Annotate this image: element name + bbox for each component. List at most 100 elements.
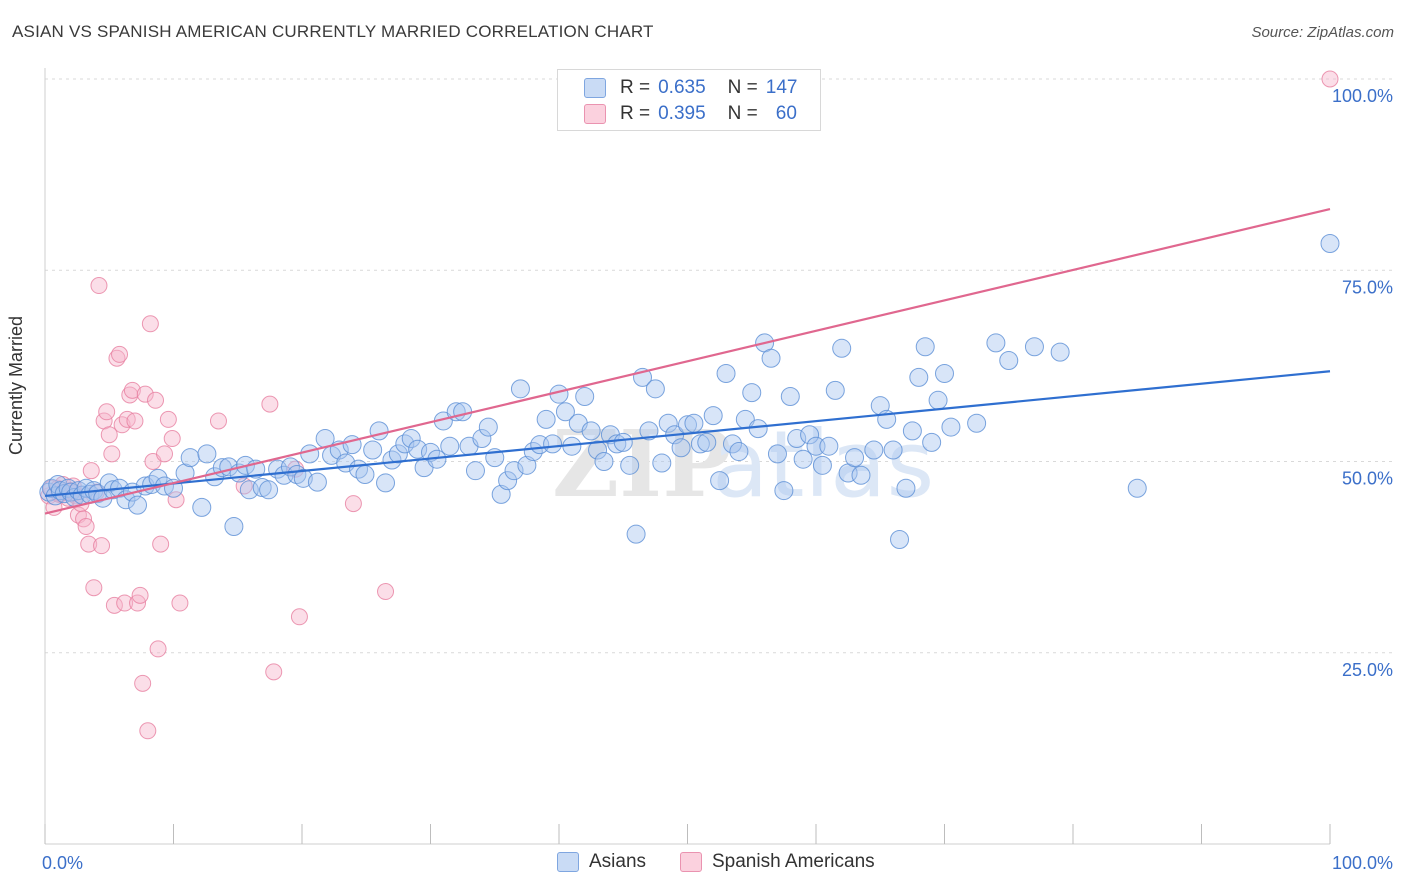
data-point-spanish-americans [123,381,141,399]
data-point-asians [703,406,723,426]
data-point-asians [355,465,375,485]
data-point-spanish-americans [290,608,308,626]
x-tick-label: 100.0% [1332,853,1393,873]
data-point-asians [928,390,948,410]
legend-r-label: R = [620,103,651,124]
data-point-asians [293,468,313,488]
data-point-asians [935,364,954,384]
legend-swatch-asians [584,78,606,98]
data-point-asians [742,383,762,403]
data-point-spanish-americans [139,722,157,740]
data-point-asians [180,448,200,468]
bottom-legend-label-spanish-americans: Spanish Americans [712,851,875,872]
data-point-asians [300,444,320,464]
x-tick-label: 0.0% [42,853,83,873]
data-point-asians [967,413,987,433]
data-point-asians [999,351,1019,371]
data-point-spanish-americans [100,426,118,444]
trend-lines [44,207,1331,515]
data-point-asians [128,495,148,515]
data-point-spanish-americans [147,391,165,409]
data-point-asians [819,436,839,456]
data-point-spanish-americans [159,410,177,428]
data-point-asians [543,434,563,454]
data-point-asians [915,337,935,357]
data-point-spanish-americans [167,491,185,509]
legend-n-value-spanish-americans: 60 [775,103,797,124]
data-point-asians [774,481,794,501]
data-point-asians [761,348,781,368]
y-axis-title: Currently Married [6,315,26,455]
data-point-spanish-americans [149,640,167,658]
data-point-spanish-americans [171,594,189,612]
data-point-asians [581,421,601,441]
data-point-spanish-americans [131,586,149,604]
data-point-asians [555,402,575,422]
data-point-spanish-americans [113,416,131,434]
bottom-legend-label-asians: Asians [589,851,647,872]
data-point-asians [1320,233,1340,253]
data-point-asians [1050,342,1070,362]
data-point-spanish-americans [163,430,181,448]
data-point-asians [652,453,672,473]
axes [44,68,1331,845]
data-point-asians [588,440,608,460]
tick-labels: 25.0% 50.0% 75.0% 100.0% 0.0% 100.0% [42,86,1393,873]
data-point-asians [909,367,929,387]
data-point-asians [620,455,640,475]
data-point-spanish-americans [80,535,98,553]
data-point-spanish-americans [77,518,95,536]
legend-n-value-asians: 147 [765,77,798,98]
data-point-asians [851,465,871,485]
bottom-legend-swatch-asians [557,852,579,872]
data-point-asians [369,421,389,441]
data-point-spanish-americans [82,462,100,480]
data-point-asians [722,434,742,454]
data-point-asians [832,338,852,358]
data-point-asians [812,455,832,475]
legend-swatch-spanish-americans [584,104,606,124]
data-point-asians [395,434,415,454]
data-point-asians [363,440,383,460]
data-point-asians [941,417,961,437]
data-point-spanish-americans [126,412,144,430]
data-point-spanish-americans [90,277,108,295]
data-point-asians [224,517,244,537]
legend-r-value-spanish-americans: 0.395 [658,103,706,124]
data-point-spanish-americans [105,596,123,614]
data-point-spanish-americans [103,445,121,463]
watermark: ZIP atlas [552,410,934,518]
data-point-asians [845,448,865,468]
data-point-spanish-americans [111,345,129,363]
source-label: Source: ZipAtlas.com [1251,24,1394,41]
data-point-spanish-americans [141,315,159,333]
data-point-asians [902,421,922,441]
y-tick-label: 100.0% [1332,86,1393,106]
data-point-asians [388,444,408,464]
data-point-asians [780,386,800,406]
data-point-asians [594,452,614,471]
data-point-asians [1024,337,1044,357]
data-point-asians [658,413,678,433]
data-point-asians [671,438,691,458]
legend-r-value-asians: 0.635 [658,77,706,98]
data-point-asians [408,439,428,459]
y-tick-label: 25.0% [1342,660,1393,680]
data-point-asians [498,471,518,491]
bottom-legend-spanish-americans: Spanish Americans [680,851,875,873]
data-point-asians [645,379,665,399]
data-point-asians [376,473,396,493]
data-point-asians [922,432,942,452]
grid-lines [45,78,1395,654]
legend-r-label: R = [620,77,651,98]
chart-title: ASIAN VS SPANISH AMERICAN CURRENTLY MARR… [12,22,654,41]
data-point-asians [684,413,704,433]
data-point-asians [690,434,710,454]
data-point-asians [986,333,1006,353]
data-point-asians [710,471,730,491]
data-point-asians [259,480,279,500]
data-point-spanish-americans [156,445,174,463]
data-point-asians [716,364,736,384]
legend-row-spanish-americans: R = 0.395 N = 60 [584,103,805,125]
